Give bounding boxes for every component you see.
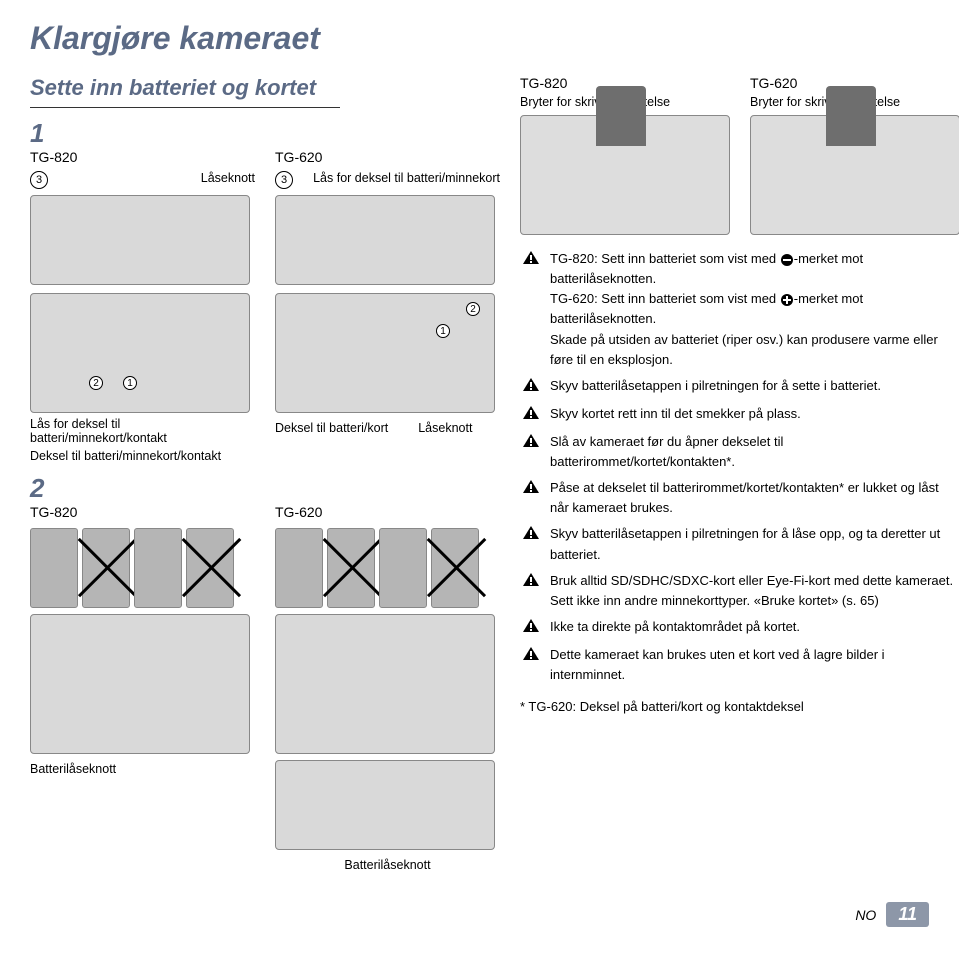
caution-icon [520,645,542,667]
caution-icon [520,478,542,500]
footer-lang: NO [855,907,876,923]
circle-3: 3 [30,171,48,189]
note-item: TG-820: Sett inn batteriet som vist med … [520,249,959,370]
marker-1b: 1 [436,324,450,338]
illustration-card-tg620 [750,115,959,235]
caution-icon [520,524,542,546]
label-lasdeksel: Lås for deksel til batteri/minnekort [313,171,500,185]
card-tg620-col: TG-620 Bryter for skrivebeskyttelse [750,75,959,235]
note-text: Slå av kameraet før du åpner dekselet ti… [550,432,959,472]
note-text: Skyv batterilåsetappen i pilretningen fo… [550,376,881,398]
note-item: Skyv kortet rett inn til det smekker på … [520,404,959,426]
model-tg820: TG-820 [30,149,255,165]
illustration-card-tg820 [520,115,730,235]
note-text: Ikke ta direkte på kontaktområdet på kor… [550,617,800,639]
page-title: Klargjøre kameraet [30,20,929,57]
model-tg820-b: TG-820 [30,504,255,520]
footnote: * TG-620: Deksel på batteri/kort og kont… [520,699,959,714]
model-tg620-b: TG-620 [275,504,500,520]
marker-1: 1 [123,376,137,390]
battery-fig-x2 [186,528,234,608]
note-item: Slå av kameraet før du åpner dekselet ti… [520,432,959,472]
note-item: Ikke ta direkte på kontaktområdet på kor… [520,617,959,639]
caution-icon [520,617,542,639]
illustration-step1-tg620-side: 1 2 [275,293,495,413]
marker-2b: 2 [466,302,480,316]
footer-page: 11 [886,902,929,927]
illustration-step2-tg620 [275,614,495,754]
note-item: Påse at dekselet til batterirommet/korte… [520,478,959,518]
illustration-step2-tg820 [30,614,250,754]
battery-fig-x1 [82,528,130,608]
sd-card-icon [596,86,646,146]
illustration-step2-tg620-detail [275,760,495,850]
note-text: Skyv kortet rett inn til det smekker på … [550,404,801,426]
step-2-number: 2 [30,473,500,504]
label-deksel-kontakt: Deksel til batteri/minnekort/kontakt [30,449,255,463]
divider [30,107,340,108]
note-item: Skyv batterilåsetappen i pilretningen fo… [520,376,959,398]
circle-3b: 3 [275,171,293,189]
model-tg620: TG-620 [275,149,500,165]
label-lasdeksel-kontakt: Lås for deksel til batteri/minnekort/kon… [30,417,255,445]
battery-fig [275,528,323,608]
battery-fig-x3 [327,528,375,608]
note-item: Bruk alltid SD/SDHC/SDXC-kort eller Eye-… [520,571,959,611]
step2-tg620-col: TG-620 Batterilåseknott [275,504,500,872]
note-text: Dette kameraet kan brukes uten et kort v… [550,645,959,685]
step-1-number: 1 [30,118,500,149]
note-item: Skyv batterilåsetappen i pilretningen fo… [520,524,959,564]
caution-icon [520,571,542,593]
caution-icon [520,376,542,398]
label-batteri-knott-820: Batterilåseknott [30,762,255,776]
note-item: Dette kameraet kan brukes uten et kort v… [520,645,959,685]
page-footer: NO 11 [30,902,929,927]
left-column: Sette inn batteriet og kortet 1 TG-820 3… [30,75,500,872]
battery-fig [30,528,78,608]
label-deksel-kort: Deksel til batteri/kort [275,421,388,435]
label-batteri-knott-620: Batterilåseknott [275,858,500,872]
illustration-step1-tg820-side: 2 1 [30,293,250,413]
battery-fig [134,528,182,608]
sd-card-icon [826,86,876,146]
illustration-step1-tg620-top [275,195,495,285]
right-column: TG-820 Bryter for skrivebeskyttelse TG-6… [520,75,959,872]
note-text: TG-820: Sett inn batteriet som vist med … [550,249,959,370]
caution-icon [520,432,542,454]
note-text: Skyv batterilåsetappen i pilretningen fo… [550,524,959,564]
section-subtitle: Sette inn batteriet og kortet [30,75,500,101]
card-tg820-col: TG-820 Bryter for skrivebeskyttelse [520,75,730,235]
caution-icon [520,249,542,271]
battery-fig [379,528,427,608]
label-laseknott-620: Låseknott [418,421,472,435]
caution-icon [520,404,542,426]
step1-tg820-col: TG-820 3 Låseknott 2 1 Lås for deksel ti… [30,149,255,463]
illustration-step1-tg820-top [30,195,250,285]
step2-tg820-col: TG-820 Batterilåseknott [30,504,255,872]
battery-fig-x4 [431,528,479,608]
marker-2: 2 [89,376,103,390]
note-text: Påse at dekselet til batterirommet/korte… [550,478,959,518]
label-laseknott-820: Låseknott [201,171,255,185]
note-text: Bruk alltid SD/SDHC/SDXC-kort eller Eye-… [550,571,959,611]
notes-list: TG-820: Sett inn batteriet som vist med … [520,249,959,685]
step1-tg620-col: TG-620 3 Lås for deksel til batteri/minn… [275,149,500,463]
